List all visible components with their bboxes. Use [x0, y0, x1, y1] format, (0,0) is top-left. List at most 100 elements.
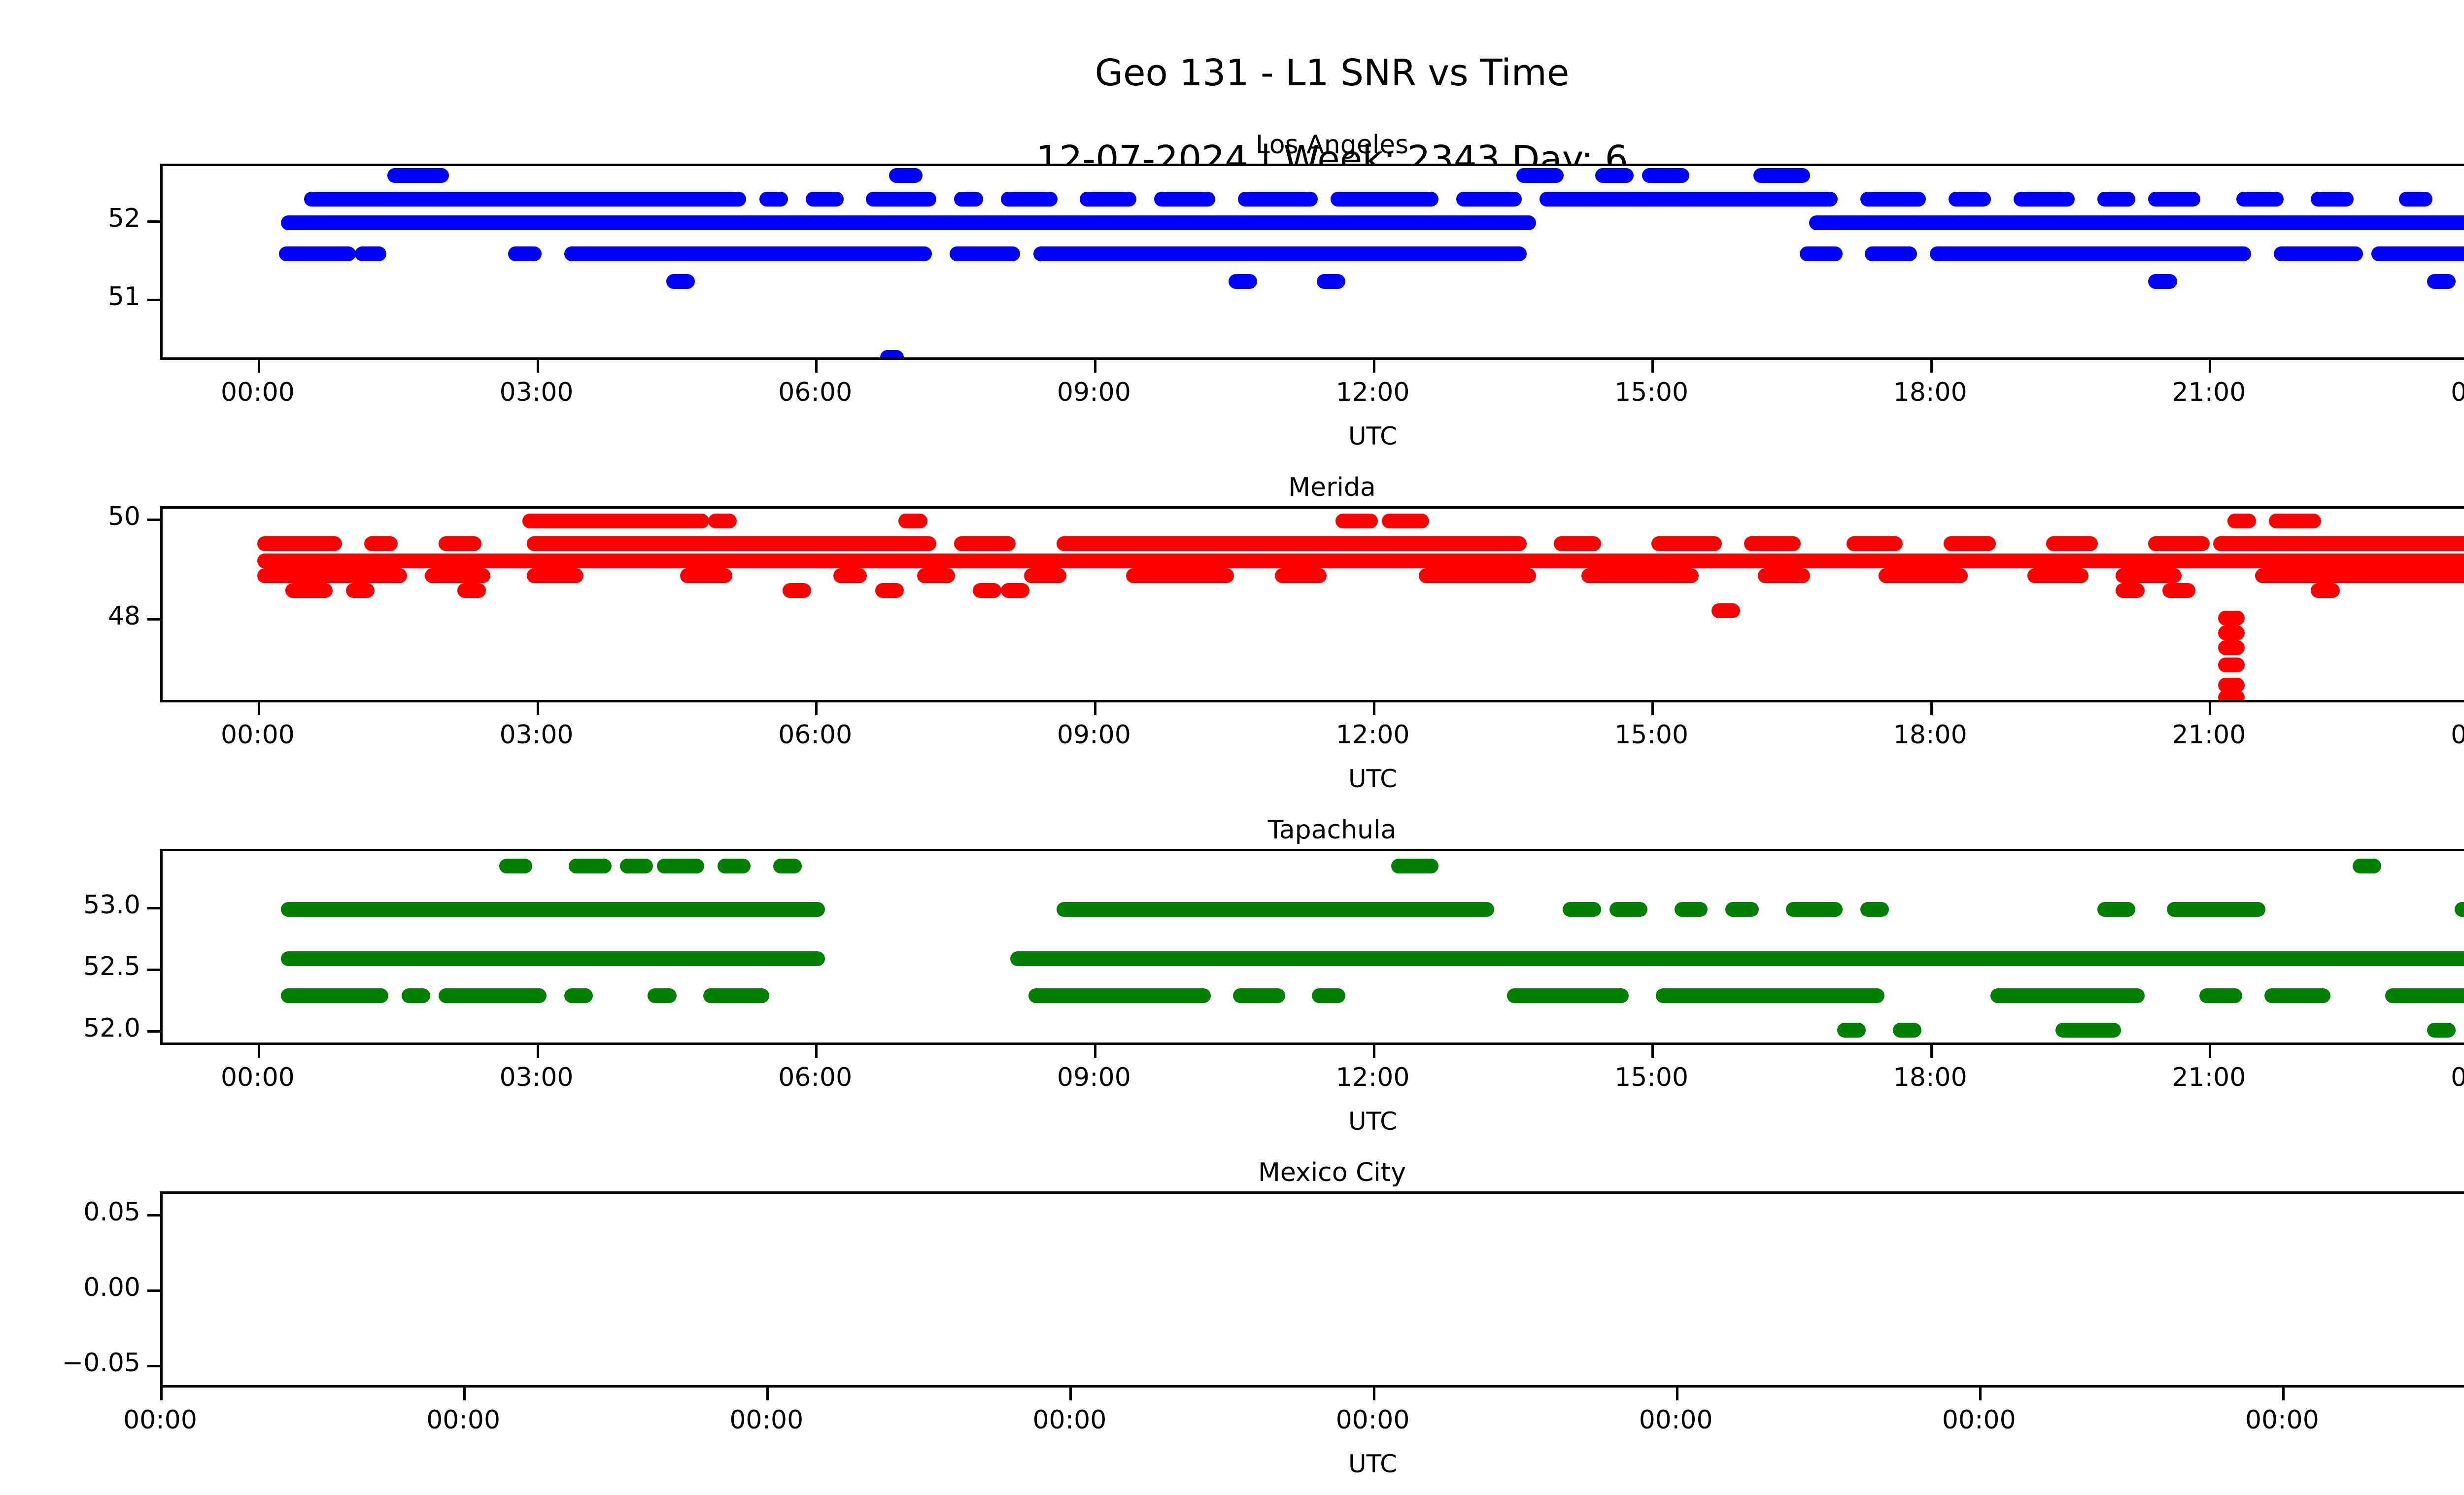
x-tick-mark [1651, 1045, 1654, 1058]
data-point-group [2264, 988, 2330, 1003]
data-point-group [2227, 514, 2256, 529]
data-point-group [1990, 988, 2145, 1003]
x-tick-mark [1930, 1045, 1933, 1058]
x-tick-label: 09:00 [1057, 378, 1131, 407]
data-point-group [1948, 191, 1991, 207]
data-point-group [1809, 215, 2464, 230]
data-point-group [364, 536, 398, 551]
data-point-group [2218, 690, 2245, 700]
data-point-group [2218, 610, 2245, 626]
x-tick-mark [2209, 702, 2212, 715]
x-tick-label: 03:00 [499, 720, 574, 750]
data-point-group [1312, 988, 1346, 1003]
data-point-group [973, 583, 1002, 598]
data-point-group [2148, 536, 2210, 551]
x-axis-label-mexico-city: UTC [1348, 1450, 1398, 1478]
data-point-group [1316, 274, 1346, 289]
data-point-group [1419, 568, 1536, 584]
data-point-group [2218, 625, 2245, 640]
y-tick-label: 53.0 [83, 890, 140, 920]
data-point-group [278, 246, 356, 262]
x-tick-label: 00:00 [1942, 1405, 2016, 1435]
data-point-group [1860, 902, 1889, 917]
data-point-group [564, 246, 932, 262]
data-point-group [2013, 191, 2075, 207]
y-tick-label: 0.00 [83, 1273, 140, 1302]
x-tick-mark [1094, 702, 1096, 715]
data-point-group [2427, 1022, 2456, 1038]
y-tick-mark [147, 618, 160, 621]
data-point-group [1010, 951, 2464, 966]
y-tick-label: 52.0 [83, 1013, 140, 1043]
data-point-group [569, 859, 612, 874]
x-tick-mark [1930, 702, 1933, 715]
data-point-group [2371, 246, 2464, 262]
x-tick-mark [1979, 1388, 1982, 1400]
data-point-group [285, 583, 333, 598]
data-point-group [1553, 536, 1601, 551]
data-point-group [564, 988, 593, 1003]
y-tick-mark [147, 968, 160, 971]
y-tick-mark [147, 1030, 160, 1033]
data-layer-merida [163, 509, 2464, 700]
data-point-group [457, 583, 486, 598]
x-tick-mark [1094, 360, 1096, 373]
y-tick-mark [147, 1365, 160, 1368]
data-point-group [1930, 246, 2252, 262]
y-tick-label: 50 [107, 502, 140, 532]
y-tick-mark [147, 906, 160, 909]
data-layer-los-angeles [163, 166, 2464, 357]
data-point-group [1233, 988, 1285, 1003]
x-tick-label: 00:00 [729, 1405, 804, 1435]
data-point-group [880, 350, 904, 357]
data-point-group [527, 536, 937, 551]
x-tick-mark [815, 360, 818, 373]
data-point-group [1674, 902, 1708, 917]
y-tick-mark [147, 519, 160, 522]
data-point-group [2199, 988, 2242, 1003]
x-tick-mark [536, 360, 539, 373]
data-point-group [2236, 191, 2284, 207]
y-tick-label: 48 [107, 601, 140, 631]
data-point-group [2162, 583, 2196, 598]
x-tick-mark [1094, 1045, 1096, 1058]
data-point-group [345, 583, 375, 598]
data-point-group [2399, 191, 2433, 207]
x-tick-mark [1372, 702, 1375, 715]
data-point-group [499, 859, 533, 874]
data-point-group [1154, 191, 1216, 207]
data-point-group [2116, 583, 2145, 598]
data-point-group [1456, 191, 1522, 207]
x-tick-label: 06:00 [778, 378, 853, 407]
data-point-group [257, 536, 342, 551]
data-point-group [2218, 677, 2245, 693]
x-tick-mark [2209, 1045, 2212, 1058]
data-point-group [950, 246, 1021, 262]
x-tick-mark [536, 702, 539, 715]
data-point-group [954, 536, 1016, 551]
data-point-group [1892, 1022, 1922, 1038]
data-point-group [1033, 246, 1527, 262]
data-point-group [355, 246, 387, 262]
data-point-group [889, 168, 923, 183]
data-point-group [401, 988, 430, 1003]
y-tick-mark [147, 298, 160, 301]
x-tick-mark [536, 1045, 539, 1058]
x-tick-label: 18:00 [1893, 1063, 1967, 1092]
data-point-group [619, 859, 653, 874]
data-point-group [1860, 191, 1926, 207]
data-point-group [954, 191, 983, 207]
x-tick-mark [1676, 1388, 1678, 1400]
x-tick-label: 00:00 [2245, 1405, 2319, 1435]
data-point-group [1391, 859, 1438, 874]
data-point-group [1056, 902, 1494, 917]
data-point-group [2353, 859, 2382, 874]
data-point-group [1753, 168, 1810, 183]
data-point-group [2148, 191, 2200, 207]
x-tick-mark [463, 1388, 466, 1400]
x-tick-label: 21:00 [2172, 378, 2246, 407]
x-axis-label-los-angeles: UTC [1348, 422, 1398, 451]
data-point-group [1000, 583, 1030, 598]
x-tick-label: 06:00 [778, 720, 853, 750]
